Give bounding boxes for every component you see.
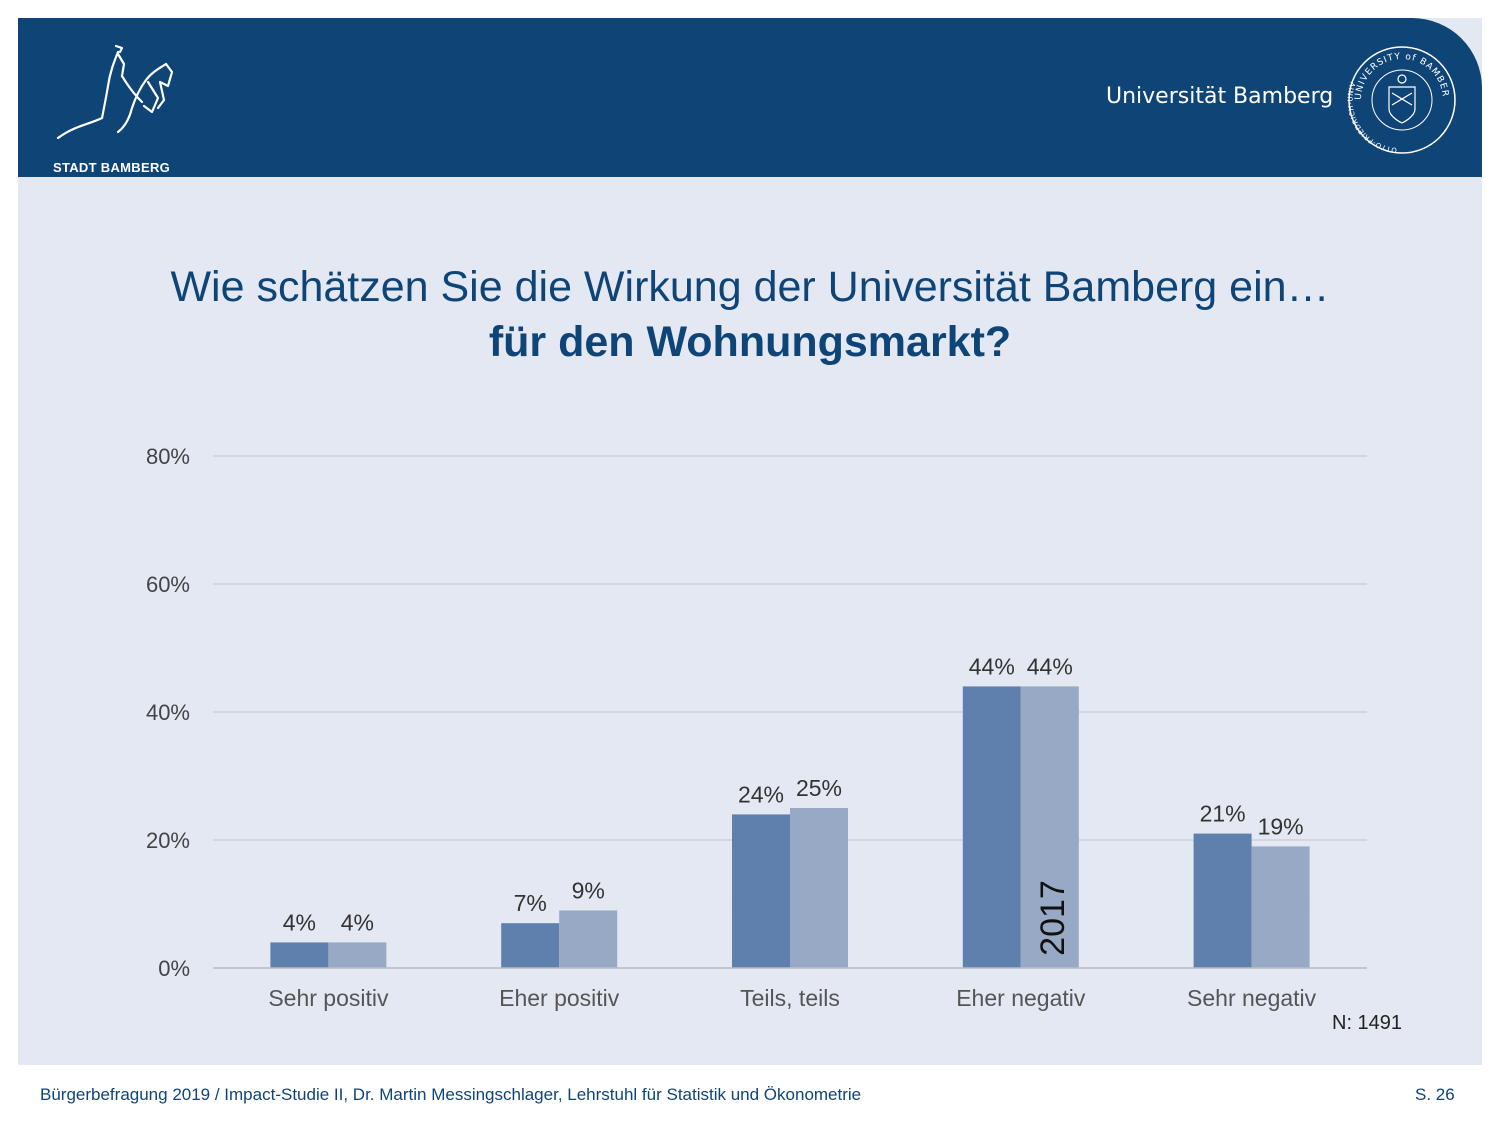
data-label: 25% [796, 775, 842, 801]
footer-text: Bürgerbefragung 2019 / Impact-Studie II,… [40, 1085, 862, 1104]
data-label: 4% [341, 909, 374, 935]
category-label: Sehr positiv [268, 985, 389, 1011]
city-logo-text: STADT BAMBERG [53, 160, 171, 175]
y-tick-label: 60% [146, 572, 190, 597]
bar [501, 923, 560, 968]
city-logo: STADT BAMBERG [48, 42, 178, 175]
horse-rider-icon [56, 44, 174, 140]
category-label: Teils, teils [740, 985, 840, 1011]
university-seal-icon: UNIVERSITY of BAMBERG OTTO-FRIEDRICH-UNI… [1345, 43, 1456, 154]
data-label: 44% [969, 653, 1015, 679]
y-tick-label: 80% [146, 444, 190, 469]
bar [270, 942, 329, 968]
bar [790, 808, 848, 968]
data-label: 44% [1027, 653, 1073, 679]
slide-title: Wie schätzen Sie die Wirkung der Univers… [170, 263, 1330, 311]
data-label: 7% [514, 890, 547, 916]
bar [1251, 846, 1310, 968]
page-number: S. 26 [1415, 1085, 1455, 1104]
header-banner: STADT BAMBERG Universität Bamberg UNIVER… [18, 18, 1482, 177]
bar [1193, 833, 1252, 968]
data-label: 4% [283, 909, 316, 935]
category-label: Eher positiv [499, 985, 620, 1011]
slide-subtitle: für den Wohnungsmarkt? [488, 318, 1012, 366]
data-label: 19% [1258, 813, 1304, 839]
bar [732, 814, 790, 968]
sample-size: N: 1491 [1332, 1012, 1403, 1034]
y-tick-label: 20% [146, 828, 190, 853]
data-label: 9% [572, 877, 605, 903]
bar [962, 686, 1021, 968]
category-label: Eher negativ [956, 985, 1086, 1011]
category-label: Sehr negativ [1187, 985, 1317, 1011]
bar [328, 942, 387, 968]
y-tick-label: 40% [146, 700, 190, 725]
data-label: 21% [1200, 801, 1246, 827]
bar [1020, 686, 1079, 968]
bar [559, 910, 618, 968]
university-name: Universität Bamberg [1106, 84, 1334, 109]
data-label: 24% [738, 781, 784, 807]
bar-annotation: 2017 [1034, 880, 1072, 956]
y-tick-label: 0% [158, 956, 190, 981]
